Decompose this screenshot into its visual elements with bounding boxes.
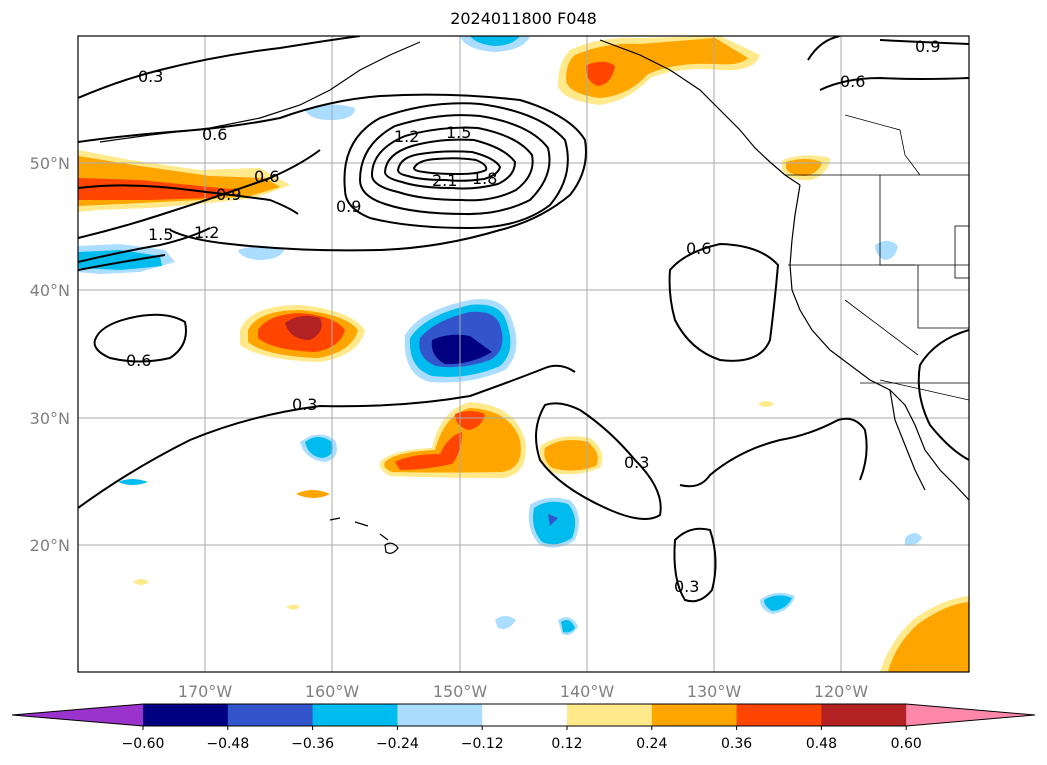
contour-label: 1.5: [446, 123, 471, 142]
contour-label: 0.9: [336, 197, 361, 216]
lon-label: 140°W: [560, 682, 615, 701]
lon-labels: 170°W 160°W 150°W 140°W 130°W 120°W: [178, 682, 869, 701]
colorbar-tick-label: −0.48: [206, 736, 249, 752]
contour-label: 1.2: [194, 223, 219, 242]
contour-label: 1.8: [472, 169, 497, 188]
contour-label: 0.6: [126, 351, 151, 370]
contour-label: 1.5: [148, 225, 173, 244]
lat-label: 50°N: [30, 154, 70, 173]
lat-label: 30°N: [30, 409, 70, 428]
contour-labels: 0.3 0.6 0.6 0.9 1.5 1.2 0.9 1.2 1.5 2.1 …: [126, 37, 940, 596]
colorbar-ticks: −0.60 −0.48 −0.36 −0.24 −0.12 0.12 0.24 0.36 0.4…: [122, 726, 922, 752]
colorbar-segment: [482, 704, 568, 726]
colorbar-segment: [651, 704, 738, 726]
colorbar-tick-label: −0.60: [122, 736, 165, 752]
colorbar-tick-label: 0.48: [806, 736, 837, 752]
contour-label: 0.6: [686, 239, 711, 258]
colorbar-tick-label: 0.24: [636, 736, 667, 752]
negative-anomaly-small-west: [238, 246, 284, 260]
colorbar-segment: [143, 704, 229, 726]
lon-label: 150°W: [433, 682, 488, 701]
contour-label: 0.3: [138, 67, 163, 86]
colorbar-segment: [736, 704, 822, 726]
lat-label: 20°N: [30, 536, 70, 555]
colorbar-segment: [312, 704, 398, 726]
colorbar: [11, 703, 1036, 727]
map-title: 2024011800 F048: [450, 9, 597, 28]
colorbar-tick-label: −0.36: [291, 736, 334, 752]
lon-label: 120°W: [814, 682, 869, 701]
coastlines: [99, 39, 969, 554]
contour-label: 0.6: [254, 167, 279, 186]
contour-label: 0.6: [840, 72, 865, 91]
contour-label: 2.1: [432, 171, 457, 190]
lat-label: 40°N: [30, 281, 70, 300]
contour-label: 0.6: [202, 125, 227, 144]
colorbar-tick-label: 0.36: [721, 736, 752, 752]
colorbar-extend-high: [906, 704, 1035, 726]
contour-label: 0.3: [674, 577, 699, 596]
anomaly-shading: [78, 36, 969, 672]
colorbar-tick-label: −0.24: [376, 736, 419, 752]
map-frame: [77, 35, 970, 673]
colorbar-tick-label: −0.12: [461, 736, 504, 752]
lat-labels: 50°N 40°N 30°N 20°N: [30, 154, 70, 555]
state-borders: [785, 114, 969, 401]
graticule: [78, 36, 969, 672]
colorbar-segment: [821, 704, 907, 726]
colorbar-segment: [567, 704, 653, 726]
contour-label: 0.9: [216, 185, 241, 204]
lon-label: 130°W: [687, 682, 742, 701]
contour-label: 0.3: [624, 453, 649, 472]
lon-label: 170°W: [178, 682, 233, 701]
contour-label: 1.2: [394, 127, 419, 146]
contour-lines: [78, 36, 969, 603]
contour-label: 0.9: [915, 37, 940, 56]
colorbar-tick-label: 0.12: [551, 736, 582, 752]
colorbar-extend-low: [12, 704, 143, 726]
colorbar-tick-label: 0.60: [891, 736, 922, 752]
colorbar-segment: [227, 704, 314, 726]
map-area: 0.3 0.6 0.6 0.9 1.5 1.2 0.9 1.2 1.5 2.1 …: [78, 36, 969, 672]
contour-label: 0.3: [292, 395, 317, 414]
lon-label: 160°W: [305, 682, 360, 701]
colorbar-segment: [397, 704, 483, 726]
